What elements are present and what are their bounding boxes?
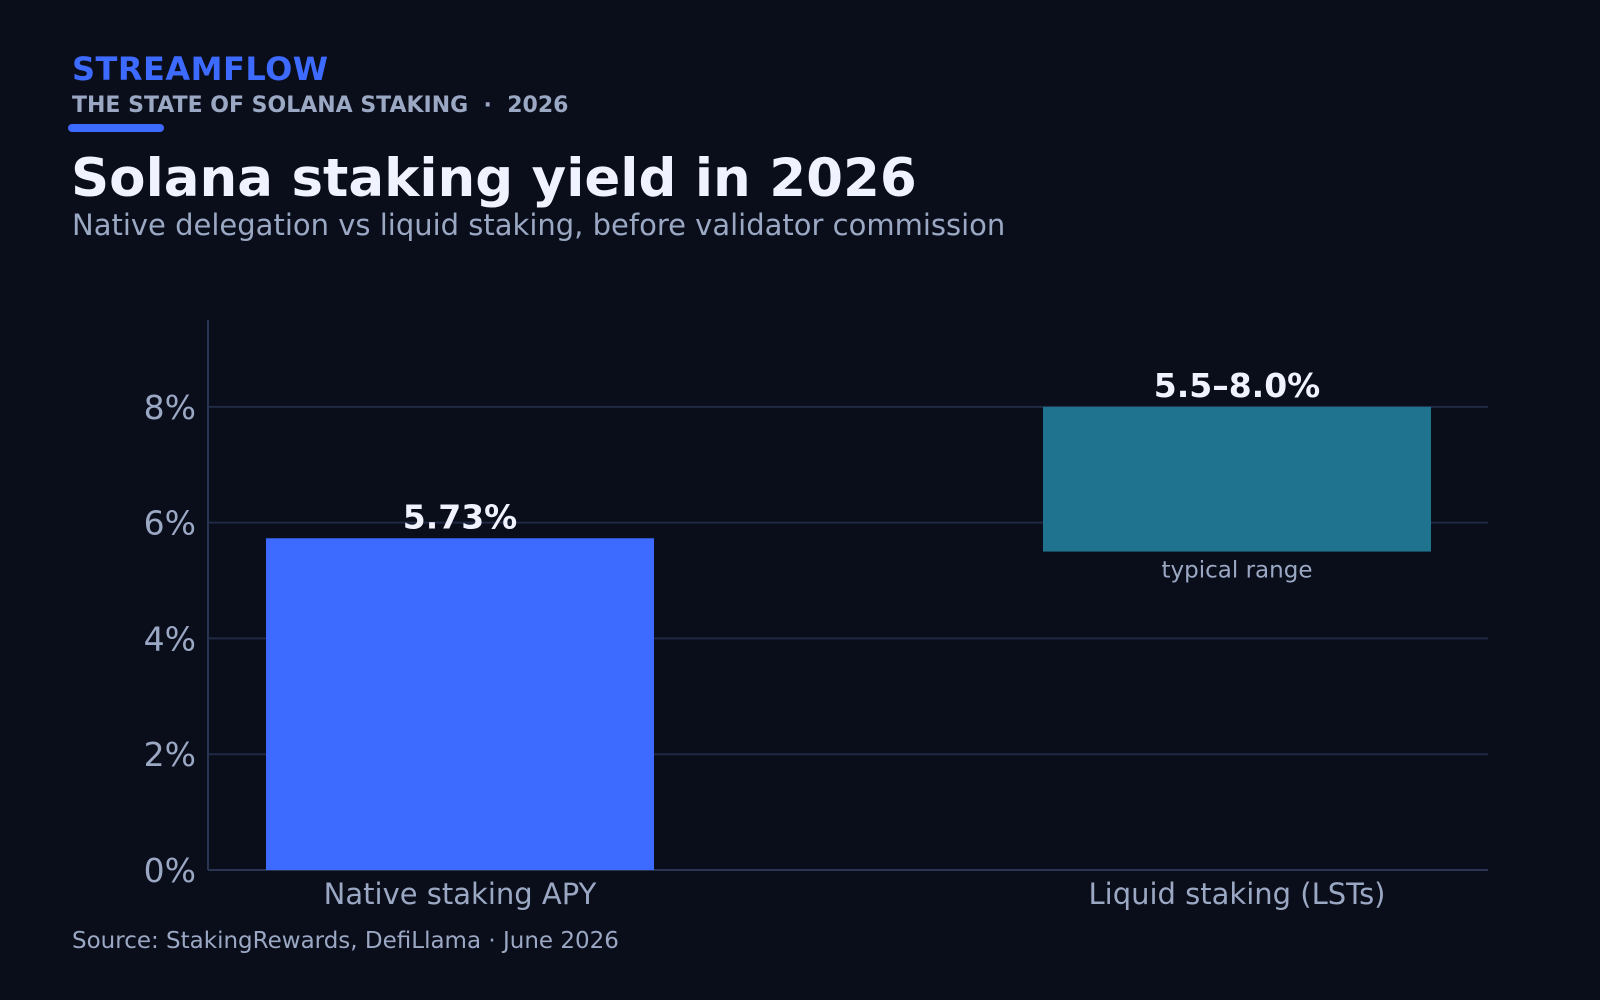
- y-tick-label: 0%: [144, 851, 196, 890]
- y-tick-label: 4%: [144, 619, 196, 658]
- range-note-label: typical range: [1162, 558, 1313, 584]
- bars: [266, 406, 1431, 870]
- labels: 0% 2% 4% 6% 8% 5.73% Native staking APY 5.5–8.0…: [144, 366, 1386, 911]
- x-category-label: Native staking APY: [324, 877, 597, 911]
- brand-logo-text: STREAMFLOW: [72, 50, 329, 88]
- bar-native-staking: [266, 538, 654, 870]
- chart-title: Solana staking yield in 2026: [71, 148, 917, 209]
- data-label: 5.5–8.0%: [1154, 366, 1320, 405]
- y-tick-label: 2%: [144, 735, 196, 774]
- x-category-label: Liquid staking (LSTs): [1088, 877, 1385, 911]
- bar-liquid-staking: [1043, 406, 1431, 552]
- source-note: Source: StakingRewards, DefiLlama · June…: [72, 928, 619, 954]
- data-label: 5.73%: [403, 497, 518, 536]
- chart-subtitle: Native delegation vs liquid staking, bef…: [72, 208, 1006, 242]
- y-tick-label: 8%: [144, 388, 196, 427]
- report-kicker: THE STATE OF SOLANA STAKING · 2026: [72, 93, 569, 118]
- accent-underline: [68, 124, 164, 132]
- y-tick-label: 6%: [144, 504, 196, 543]
